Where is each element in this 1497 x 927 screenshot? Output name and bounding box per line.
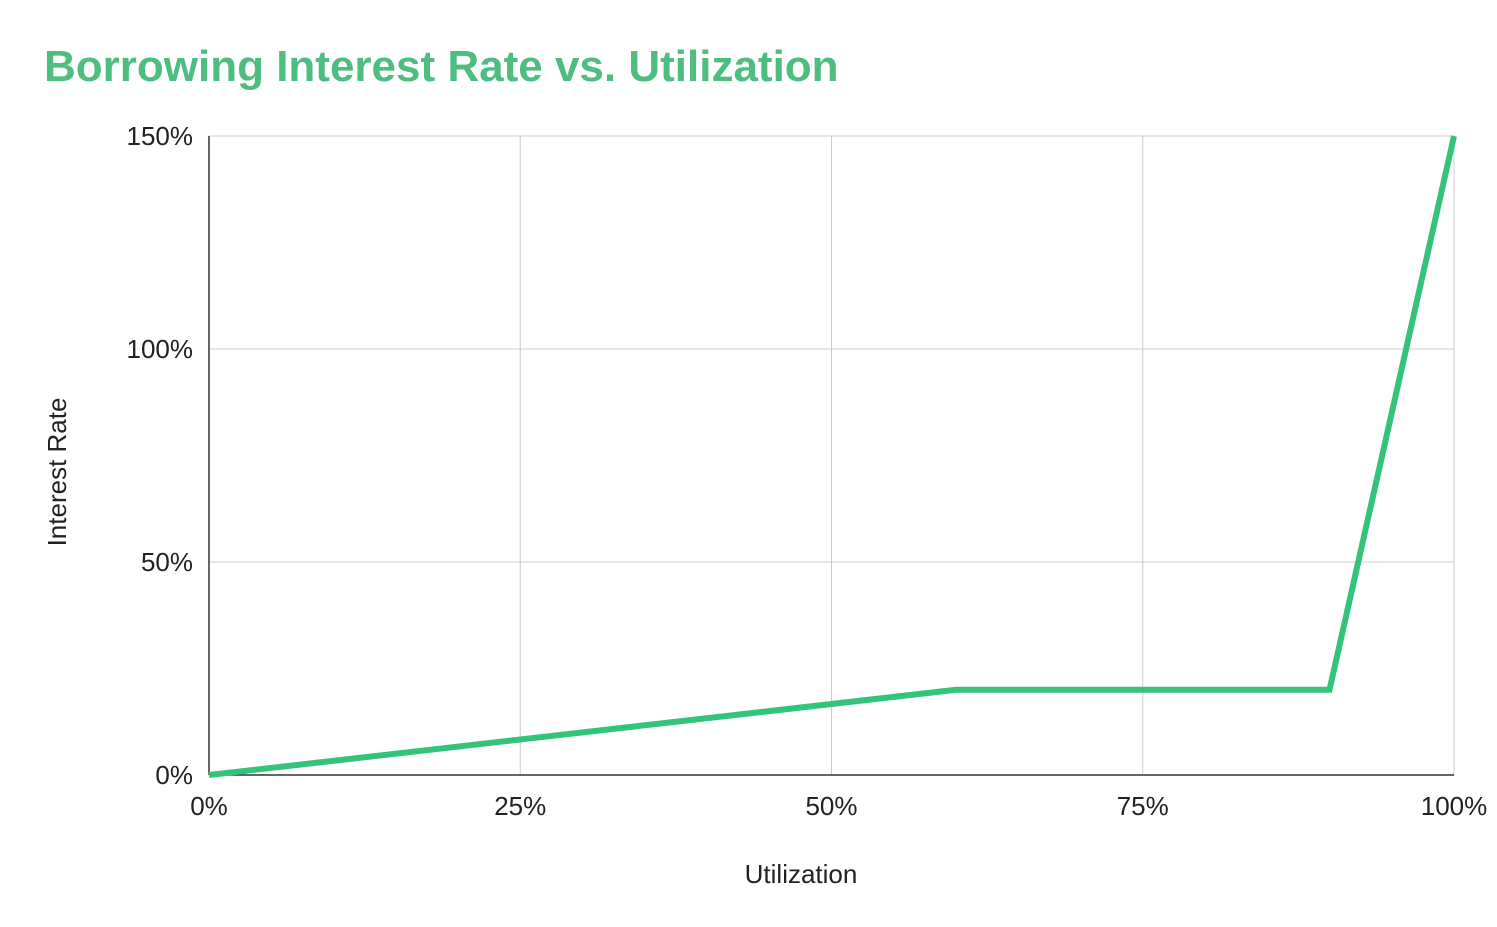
y-tick-label: 150% — [127, 121, 194, 151]
x-tick-label: 50% — [805, 791, 857, 821]
gridlines — [209, 135, 1455, 775]
series-line — [208, 135, 1457, 778]
axes — [208, 136, 1454, 776]
x-tick-label: 0% — [190, 791, 228, 821]
x-tick-label: 75% — [1117, 791, 1169, 821]
x-tick-label: 100% — [1421, 791, 1488, 821]
y-tick-label: 0% — [155, 760, 193, 790]
x-tick-label: 25% — [494, 791, 546, 821]
x-axis-title: Utilization — [745, 859, 858, 889]
series-lines — [208, 135, 1457, 778]
chart-title: Borrowing Interest Rate vs. Utilization — [44, 42, 839, 91]
y-tick-labels: 0% 50% 100% 150% — [127, 121, 194, 790]
y-tick-label: 50% — [141, 547, 193, 577]
y-tick-label: 100% — [127, 334, 194, 364]
y-axis-title: Interest Rate — [42, 398, 72, 547]
x-tick-labels: 0% 25% 50% 75% 100% — [190, 791, 1487, 821]
